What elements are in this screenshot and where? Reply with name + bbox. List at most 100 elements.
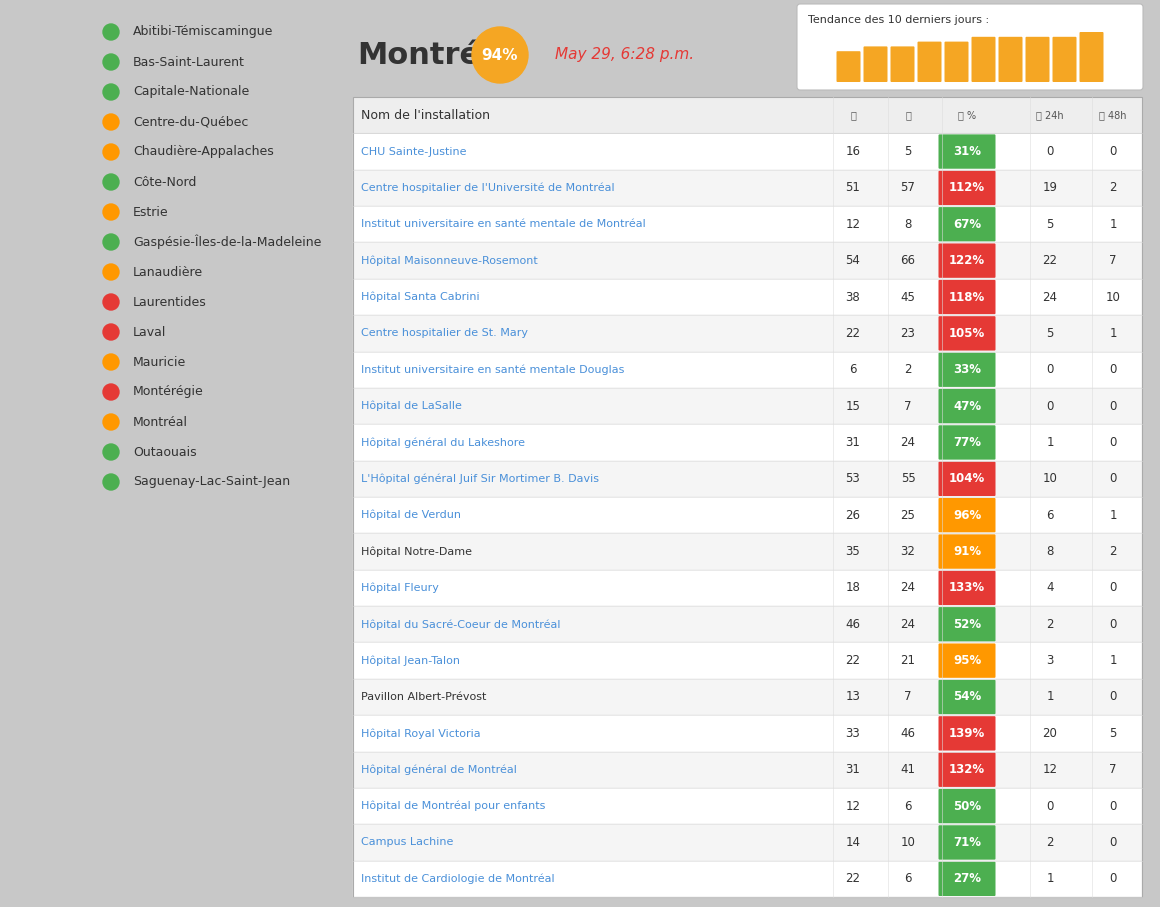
FancyBboxPatch shape bbox=[353, 606, 1141, 642]
FancyBboxPatch shape bbox=[938, 825, 995, 860]
Text: Saguenay-Lac-Saint-Jean: Saguenay-Lac-Saint-Jean bbox=[133, 475, 290, 489]
Text: 50%: 50% bbox=[952, 800, 981, 813]
Circle shape bbox=[103, 114, 119, 130]
FancyBboxPatch shape bbox=[353, 388, 1141, 424]
Text: 0: 0 bbox=[1109, 436, 1117, 449]
FancyBboxPatch shape bbox=[353, 642, 1141, 678]
FancyBboxPatch shape bbox=[999, 37, 1022, 82]
Text: 5: 5 bbox=[1046, 218, 1053, 230]
Text: 57: 57 bbox=[900, 181, 915, 194]
Text: 24: 24 bbox=[900, 618, 915, 630]
Text: 22: 22 bbox=[846, 327, 861, 340]
Text: 6: 6 bbox=[905, 800, 912, 813]
Text: Nom de l'installation: Nom de l'installation bbox=[361, 109, 490, 122]
FancyBboxPatch shape bbox=[353, 570, 1141, 606]
Text: 0: 0 bbox=[1109, 400, 1117, 413]
Text: 0: 0 bbox=[1046, 145, 1053, 158]
Text: 96%: 96% bbox=[952, 509, 981, 522]
FancyBboxPatch shape bbox=[1052, 37, 1076, 82]
Text: 18: 18 bbox=[846, 581, 861, 594]
Text: 7: 7 bbox=[905, 690, 912, 704]
Text: 10: 10 bbox=[900, 836, 915, 849]
Text: 1: 1 bbox=[1109, 509, 1117, 522]
Text: Hôpital de Montréal pour enfants: Hôpital de Montréal pour enfants bbox=[361, 801, 545, 812]
Text: 13: 13 bbox=[846, 690, 861, 704]
Circle shape bbox=[103, 474, 119, 490]
FancyBboxPatch shape bbox=[938, 353, 995, 387]
Text: Hôpital Maisonneuve-Rosemont: Hôpital Maisonneuve-Rosemont bbox=[361, 256, 538, 266]
FancyBboxPatch shape bbox=[938, 389, 995, 424]
Text: 1: 1 bbox=[1046, 690, 1053, 704]
Text: 51: 51 bbox=[846, 181, 861, 194]
Text: L'Hôpital général Juif Sir Mortimer B. Davis: L'Hôpital général Juif Sir Mortimer B. D… bbox=[361, 473, 599, 484]
Text: Hôpital général du Lakeshore: Hôpital général du Lakeshore bbox=[361, 437, 525, 448]
FancyBboxPatch shape bbox=[353, 788, 1141, 824]
Text: Mauricie: Mauricie bbox=[133, 356, 187, 368]
Text: 31: 31 bbox=[846, 436, 861, 449]
Text: 🚑: 🚑 bbox=[905, 110, 911, 121]
Text: Lanaudière: Lanaudière bbox=[133, 266, 203, 278]
FancyBboxPatch shape bbox=[938, 498, 995, 532]
Text: 33%: 33% bbox=[954, 363, 981, 376]
Text: 47%: 47% bbox=[952, 400, 981, 413]
Text: 105%: 105% bbox=[949, 327, 985, 340]
FancyBboxPatch shape bbox=[353, 352, 1141, 388]
Text: Hôpital du Sacré-Coeur de Montréal: Hôpital du Sacré-Coeur de Montréal bbox=[361, 619, 560, 629]
Text: Laurentides: Laurentides bbox=[133, 296, 206, 308]
Text: 2: 2 bbox=[1109, 545, 1117, 558]
Text: 24: 24 bbox=[1043, 290, 1058, 304]
Text: Centre hospitalier de St. Mary: Centre hospitalier de St. Mary bbox=[361, 328, 528, 338]
FancyBboxPatch shape bbox=[938, 134, 995, 169]
Text: 5: 5 bbox=[1046, 327, 1053, 340]
Circle shape bbox=[103, 24, 119, 40]
Text: 27%: 27% bbox=[954, 873, 981, 885]
Text: 25: 25 bbox=[900, 509, 915, 522]
Text: 10: 10 bbox=[1043, 473, 1058, 485]
Text: Institut universitaire en santé mentale Douglas: Institut universitaire en santé mentale … bbox=[361, 365, 624, 375]
FancyBboxPatch shape bbox=[1080, 32, 1103, 82]
Text: 112%: 112% bbox=[949, 181, 985, 194]
Circle shape bbox=[103, 174, 119, 190]
Text: 24: 24 bbox=[900, 436, 915, 449]
Text: Côte-Nord: Côte-Nord bbox=[133, 175, 196, 189]
FancyBboxPatch shape bbox=[938, 753, 995, 787]
Text: 0: 0 bbox=[1109, 363, 1117, 376]
Text: 122%: 122% bbox=[949, 254, 985, 268]
FancyBboxPatch shape bbox=[353, 97, 1141, 897]
Text: Centre-du-Québec: Centre-du-Québec bbox=[133, 115, 248, 129]
FancyBboxPatch shape bbox=[353, 752, 1141, 788]
Text: Institut universitaire en santé mentale de Montréal: Institut universitaire en santé mentale … bbox=[361, 219, 646, 229]
Text: 23: 23 bbox=[900, 327, 915, 340]
FancyBboxPatch shape bbox=[353, 824, 1141, 861]
Text: Estrie: Estrie bbox=[133, 206, 168, 219]
Circle shape bbox=[103, 324, 119, 340]
Text: 45: 45 bbox=[900, 290, 915, 304]
Circle shape bbox=[103, 444, 119, 460]
Text: 1: 1 bbox=[1046, 436, 1053, 449]
Circle shape bbox=[103, 204, 119, 220]
FancyBboxPatch shape bbox=[891, 46, 914, 82]
Text: 133%: 133% bbox=[949, 581, 985, 594]
FancyBboxPatch shape bbox=[353, 861, 1141, 897]
Text: 1: 1 bbox=[1046, 873, 1053, 885]
Text: 12: 12 bbox=[846, 218, 861, 230]
Text: 0: 0 bbox=[1109, 873, 1117, 885]
Text: 3: 3 bbox=[1046, 654, 1053, 668]
FancyBboxPatch shape bbox=[972, 37, 995, 82]
Text: 6: 6 bbox=[849, 363, 857, 376]
FancyBboxPatch shape bbox=[938, 607, 995, 641]
Text: 12: 12 bbox=[846, 800, 861, 813]
Text: 0: 0 bbox=[1109, 473, 1117, 485]
Text: Montréal: Montréal bbox=[133, 415, 188, 428]
FancyBboxPatch shape bbox=[938, 280, 995, 314]
Text: 10: 10 bbox=[1105, 290, 1121, 304]
FancyBboxPatch shape bbox=[353, 716, 1141, 752]
FancyBboxPatch shape bbox=[938, 425, 995, 460]
FancyBboxPatch shape bbox=[353, 133, 1141, 170]
Text: 66: 66 bbox=[900, 254, 915, 268]
Text: Bas-Saint-Laurent: Bas-Saint-Laurent bbox=[133, 55, 245, 69]
Text: 14: 14 bbox=[846, 836, 861, 849]
Text: 1: 1 bbox=[1109, 654, 1117, 668]
Text: 67%: 67% bbox=[952, 218, 981, 230]
Circle shape bbox=[103, 54, 119, 70]
